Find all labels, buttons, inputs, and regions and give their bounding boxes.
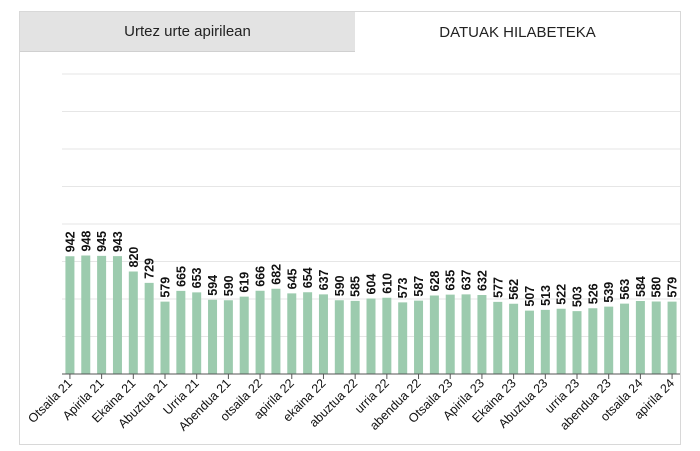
bar-value-label: 522: [555, 284, 569, 305]
bar-value-label: 580: [650, 277, 664, 298]
bar-value-label: 942: [63, 231, 77, 252]
bar: [445, 294, 455, 374]
bar-value-label: 526: [586, 283, 600, 304]
tab-monthly-data[interactable]: DATUAK HILABETEKA: [355, 12, 680, 52]
bar-value-label: 573: [396, 277, 410, 298]
bar: [239, 296, 249, 374]
bar: [477, 295, 487, 374]
bar-value-label: 584: [634, 276, 648, 297]
bar: [509, 303, 519, 374]
bar-value-label: 587: [412, 276, 426, 297]
bar-value-label: 632: [475, 270, 489, 291]
bar: [572, 311, 582, 374]
bar-value-label: 729: [143, 258, 157, 279]
bar: [556, 308, 566, 374]
bar-value-label: 943: [111, 231, 125, 252]
tab-yearly-april[interactable]: Urtez urte apirilean: [20, 12, 355, 52]
bar-value-label: 635: [444, 270, 458, 291]
bar: [65, 256, 75, 374]
bar: [651, 301, 661, 374]
bar: [192, 292, 202, 374]
bar: [366, 298, 376, 374]
bar: [429, 295, 439, 374]
bar-value-label: 948: [79, 231, 93, 252]
bar-value-label: 653: [190, 267, 204, 288]
bar: [160, 301, 170, 374]
bar: [493, 301, 503, 374]
bar: [144, 282, 154, 374]
bar-value-label: 503: [571, 286, 585, 307]
bar-value-label: 590: [222, 275, 236, 296]
bar: [318, 294, 328, 374]
bar-value-label: 820: [127, 247, 141, 268]
bar: [414, 300, 424, 374]
bar: [223, 300, 233, 374]
bar: [588, 308, 598, 374]
bar-value-label: 637: [317, 269, 331, 290]
tab-bar: Urtez urte apirilean DATUAK HILABETEKA: [20, 12, 680, 52]
bar: [635, 301, 645, 374]
bar-value-label: 666: [254, 266, 268, 287]
bar-value-label: 665: [174, 266, 188, 287]
bar: [176, 290, 186, 374]
bar: [382, 297, 392, 374]
bar: [620, 303, 630, 374]
bar: [97, 255, 107, 374]
bar-value-label: 654: [301, 267, 315, 288]
bar: [271, 288, 281, 374]
bar: [81, 255, 91, 374]
bar-value-label: 585: [349, 276, 363, 297]
bar-value-label: 563: [618, 279, 632, 300]
bar: [287, 293, 297, 374]
bar-value-label: 645: [285, 268, 299, 289]
bar-value-label: 579: [159, 277, 173, 298]
bar: [303, 292, 313, 374]
bar: [334, 300, 344, 374]
bar-value-label: 619: [238, 272, 252, 293]
bar-value-label: 507: [523, 286, 537, 307]
chart-panel: Urtez urte apirilean DATUAK HILABETEKA 9…: [19, 11, 681, 445]
bar: [398, 302, 408, 374]
bar: [540, 309, 550, 374]
bar-value-label: 682: [269, 264, 283, 285]
bar-value-label: 577: [491, 277, 505, 298]
bar: [128, 271, 138, 374]
bar: [350, 300, 360, 374]
bar: [461, 294, 471, 374]
bar-value-label: 513: [539, 285, 553, 306]
bar-value-label: 562: [507, 279, 521, 300]
bar-value-label: 594: [206, 275, 220, 296]
bar: [255, 290, 265, 374]
bar: [112, 256, 122, 374]
bar: [604, 306, 614, 374]
bar: [667, 301, 677, 374]
bar-value-label: 945: [95, 231, 109, 252]
bar-value-label: 604: [365, 274, 379, 295]
bar: [524, 310, 534, 374]
bar-value-label: 628: [428, 271, 442, 292]
bar-value-label: 610: [380, 273, 394, 294]
bar-value-label: 579: [666, 277, 680, 298]
bar: [208, 299, 218, 374]
bar-value-label: 637: [460, 269, 474, 290]
bar-value-label: 590: [333, 275, 347, 296]
bar-value-label: 539: [602, 282, 616, 303]
